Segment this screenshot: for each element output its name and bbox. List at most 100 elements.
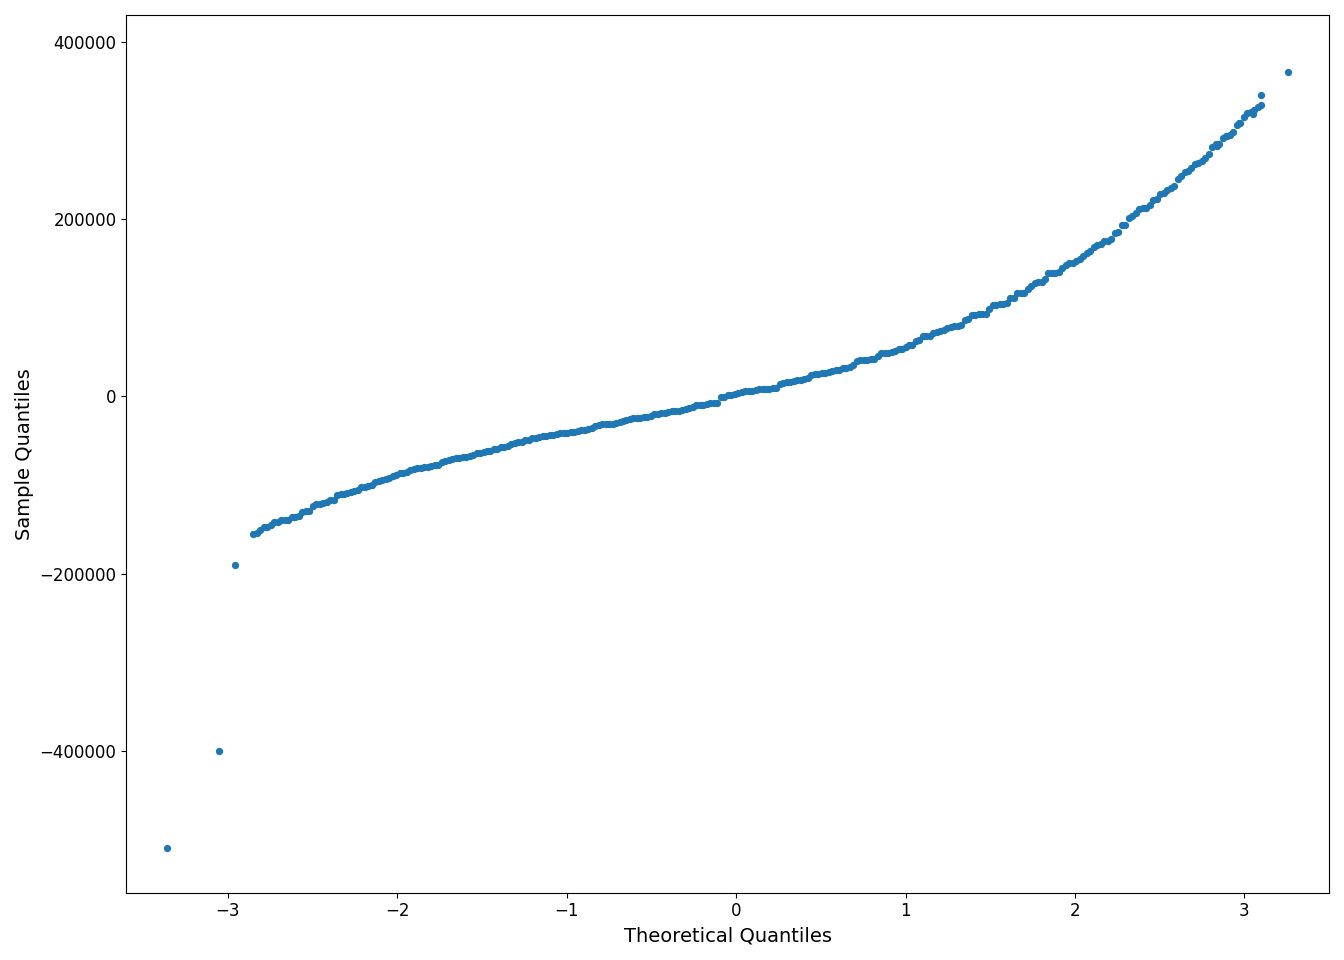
Point	[679, 400, 700, 416]
Point	[769, 376, 790, 392]
Point	[302, 498, 324, 514]
Point	[484, 442, 505, 457]
Point	[1118, 210, 1140, 226]
Point	[379, 470, 401, 486]
Point	[845, 353, 867, 369]
Point	[961, 308, 982, 324]
Point	[675, 402, 696, 418]
Point	[1243, 102, 1265, 117]
Point	[839, 359, 860, 374]
Point	[626, 410, 648, 425]
Point	[878, 345, 899, 360]
Point	[943, 319, 965, 334]
Point	[1206, 136, 1227, 152]
Point	[692, 397, 714, 413]
Point	[1125, 205, 1146, 221]
Point	[1042, 266, 1063, 281]
Point	[358, 478, 379, 493]
Point	[1216, 129, 1238, 144]
Point	[270, 513, 292, 528]
Point	[543, 427, 564, 443]
Point	[780, 373, 801, 389]
Point	[1160, 180, 1181, 196]
Point	[386, 468, 407, 483]
Point	[1250, 98, 1271, 113]
Point	[646, 406, 668, 421]
Point	[598, 416, 620, 431]
Point	[1202, 140, 1223, 156]
Point	[1083, 239, 1105, 254]
Point	[972, 306, 993, 322]
Point	[1114, 217, 1136, 232]
Point	[539, 428, 560, 444]
Point	[355, 479, 376, 494]
Point	[714, 389, 735, 404]
Point	[720, 387, 742, 402]
Point	[423, 457, 445, 472]
Point	[578, 421, 599, 437]
Point	[581, 420, 602, 436]
Point	[309, 496, 331, 512]
Point	[1035, 272, 1056, 287]
Point	[250, 522, 271, 538]
Point	[906, 333, 927, 348]
Point	[989, 297, 1011, 312]
Point	[731, 384, 753, 399]
Point	[978, 301, 1000, 317]
Point	[1184, 156, 1206, 172]
Point	[364, 474, 386, 490]
Point	[585, 419, 606, 434]
Point	[724, 386, 746, 401]
Point	[1017, 281, 1039, 297]
Point	[1195, 150, 1216, 165]
Point	[1250, 87, 1271, 103]
Point	[1048, 265, 1070, 280]
Point	[766, 380, 788, 396]
Point	[1066, 253, 1087, 269]
Point	[267, 515, 289, 530]
Point	[640, 408, 661, 423]
Point	[285, 509, 306, 524]
Point	[759, 381, 781, 396]
Point	[259, 516, 281, 532]
Point	[526, 430, 547, 445]
Point	[1007, 286, 1028, 301]
Point	[922, 325, 943, 341]
Point	[517, 432, 539, 447]
Point	[1068, 252, 1090, 267]
Point	[445, 450, 466, 466]
Point	[1073, 249, 1094, 264]
Point	[274, 513, 296, 528]
Point	[312, 495, 333, 511]
Point	[427, 457, 449, 472]
Point	[1121, 208, 1142, 224]
Point	[620, 411, 641, 426]
Point	[1149, 187, 1171, 203]
Point	[1129, 202, 1150, 217]
Point	[1241, 105, 1262, 120]
Point	[930, 324, 952, 339]
Point	[1278, 64, 1300, 80]
Point	[902, 337, 923, 352]
Point	[1156, 182, 1177, 198]
Point	[957, 311, 978, 326]
Point	[867, 348, 888, 364]
Point	[602, 416, 624, 431]
Point	[985, 298, 1007, 313]
Point	[347, 483, 368, 498]
Point	[832, 360, 853, 375]
Point	[333, 486, 355, 501]
Point	[431, 454, 453, 469]
Point	[742, 383, 763, 398]
Point	[1167, 172, 1188, 187]
Point	[1236, 105, 1258, 120]
Point	[1107, 225, 1129, 240]
Point	[410, 461, 431, 476]
Point	[948, 319, 969, 334]
Point	[591, 417, 613, 432]
Point	[734, 384, 755, 399]
Point	[1247, 99, 1269, 114]
Point	[242, 526, 263, 541]
Point	[288, 508, 309, 523]
Point	[1146, 192, 1168, 207]
